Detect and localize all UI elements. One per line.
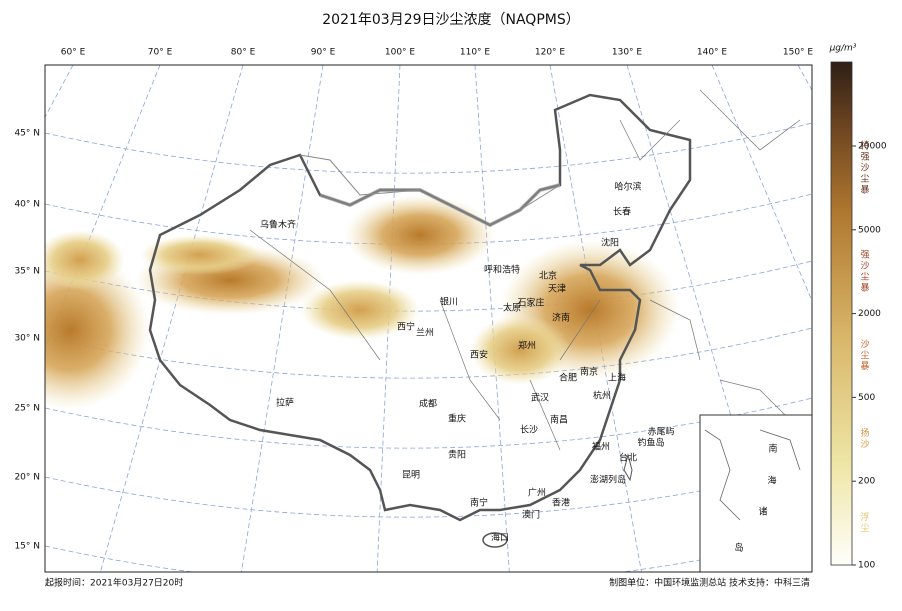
city-label: 香港 <box>552 497 570 509</box>
colorbar-tick-label: 200 <box>858 477 875 487</box>
city-label: 沈阳 <box>601 237 619 249</box>
parallel <box>45 327 812 379</box>
colorbar-tick-label: 500 <box>858 393 875 403</box>
longitude-label: 100° E <box>385 48 416 58</box>
longitude-label: 150° E <box>783 48 814 58</box>
latitude-label: 40° N <box>14 200 40 210</box>
city-label: 海口 <box>491 532 509 544</box>
longitude-label: 90° E <box>311 48 336 58</box>
city-label: 石家庄 <box>517 297 544 309</box>
inset-label: 诸 <box>758 507 767 518</box>
city-label: 澳门 <box>522 509 540 521</box>
colorbar-tick-label: 100 <box>858 561 875 571</box>
level-label: 浮尘 <box>859 511 870 534</box>
city-label: 武汉 <box>531 392 549 404</box>
latitude-label: 15° N <box>14 542 40 552</box>
longitude-label: 130° E <box>612 48 643 58</box>
level-label: 强沙尘暴 <box>859 250 870 294</box>
city-label: 天津 <box>548 284 566 295</box>
city-label: 郑州 <box>518 340 536 352</box>
colorbar-tick-label: 5000 <box>858 225 881 235</box>
city-label: 西宁 <box>397 321 415 333</box>
meridian <box>241 65 324 572</box>
city-label: 福州 <box>592 441 610 453</box>
inset-label: 南 <box>768 443 777 455</box>
longitude-label: 140° E <box>697 48 728 58</box>
latitude-label: 20° N <box>14 473 40 483</box>
parallel <box>45 122 812 174</box>
city-label: 贵阳 <box>448 449 466 461</box>
city-label: 合肥 <box>559 372 577 384</box>
city-label: 拉萨 <box>276 397 294 409</box>
longitude-label: 80° E <box>231 48 256 58</box>
colorbar-tick-label: 2000 <box>858 309 881 319</box>
colorbar-unit: μg/m³ <box>829 44 857 54</box>
inset-label: 海 <box>767 475 776 487</box>
inset-label: 岛 <box>734 542 743 554</box>
city-label: 南昌 <box>550 414 568 426</box>
city-label: 昆明 <box>402 470 420 481</box>
longitude-label: 110° E <box>460 48 491 58</box>
latitude-label: 45° N <box>14 129 40 139</box>
latitude-label: 30° N <box>14 334 40 344</box>
city-label: 澎湖列岛 <box>590 474 626 486</box>
city-label: 钓鱼岛 <box>637 437 664 449</box>
city-label: 乌鲁木齐 <box>260 219 296 231</box>
latitude-label: 35° N <box>14 267 40 277</box>
longitude-label: 60° E <box>61 48 86 58</box>
level-label: 特强沙尘暴 <box>859 139 870 195</box>
city-label: 西安 <box>470 349 488 361</box>
longitude-label: 70° E <box>148 48 173 58</box>
credits: 制图单位：中国环境监测总站 技术支持：中科三清 <box>609 577 810 589</box>
city-label: 南宁 <box>470 497 488 509</box>
meridian <box>376 65 401 572</box>
city-label: 济南 <box>552 312 570 324</box>
city-label: 兰州 <box>416 327 434 339</box>
city-label: 上海 <box>608 372 626 384</box>
title: 2021年03月29日沙尘浓度（NAQPMS） <box>322 12 580 28</box>
city-label: 长沙 <box>520 424 538 436</box>
city-label: 杭州 <box>593 390 611 402</box>
parallel <box>45 466 812 518</box>
city-label: 成都 <box>419 398 437 410</box>
parallel <box>45 397 812 449</box>
parallel <box>45 260 812 312</box>
level-label: 沙尘暴 <box>859 339 870 372</box>
city-label: 广州 <box>528 487 546 499</box>
city-label: 南京 <box>580 366 598 378</box>
city-label: 北京 <box>539 270 557 282</box>
city-label: 哈尔滨 <box>614 181 641 193</box>
city-label: 赤尾屿 <box>647 427 674 438</box>
city-label: 银川 <box>440 296 458 308</box>
meridian <box>474 65 510 572</box>
city-label: 长春 <box>613 206 631 218</box>
city-label: 呼和浩特 <box>484 264 520 276</box>
level-label: 扬沙 <box>859 427 870 450</box>
colorbar-tick-label: 20000 <box>858 142 887 152</box>
meridian <box>711 65 812 302</box>
latitude-label: 25° N <box>14 404 40 414</box>
city-label: 太原 <box>503 302 521 314</box>
issue-time: 起报时间：2021年03月27日20时 <box>45 577 183 589</box>
city-label: 重庆 <box>448 413 466 425</box>
longitude-label: 120° E <box>535 48 566 58</box>
city-label: 台北 <box>619 452 637 464</box>
